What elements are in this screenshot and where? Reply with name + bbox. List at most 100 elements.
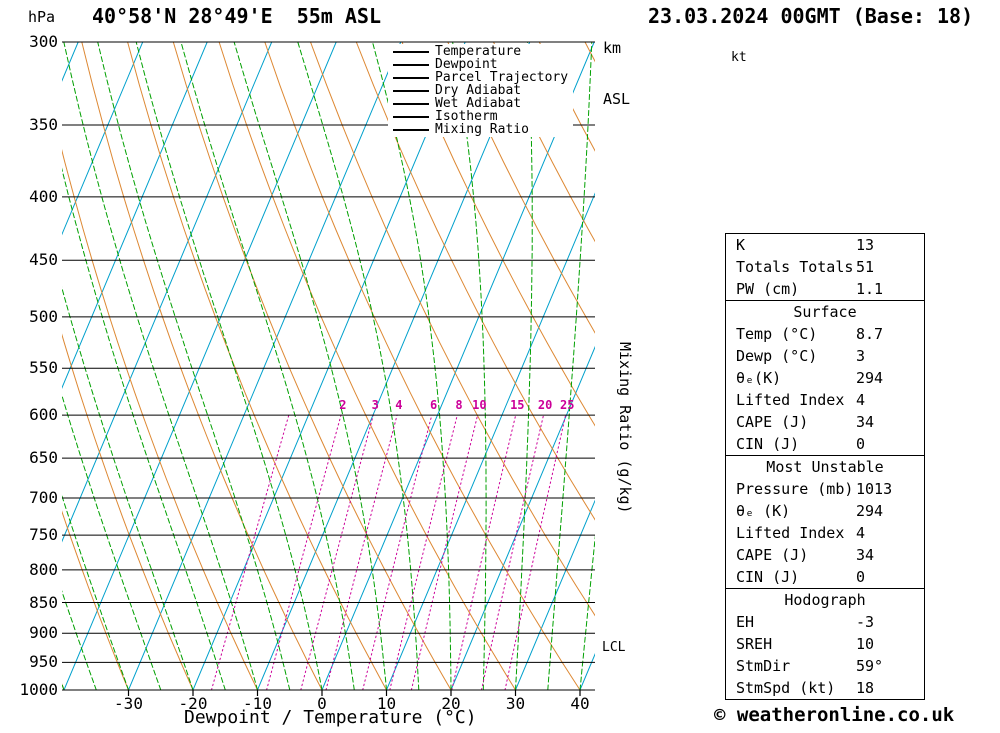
table-row: Temp (°C) 8.7	[726, 323, 924, 345]
dry-adiabat-line	[62, 510, 129, 690]
dry-adiabat-line	[218, 42, 516, 690]
dry-adiabat-line	[172, 42, 452, 690]
isotherm-line	[321, 42, 595, 690]
legend: Temperature Dewpoint Parcel Trajectory D…	[388, 44, 574, 137]
legend-item-dry-adiabat: Dry Adiabat	[393, 83, 568, 98]
wet-adiabat-line	[97, 42, 291, 690]
table-row: Dewp (°C) 3	[726, 345, 924, 367]
row-label: Totals Totals	[736, 258, 854, 276]
pressure-tick-label: 350	[29, 114, 58, 134]
temp-tick-label: -20	[178, 694, 208, 713]
legend-item-dewpoint: Dewpoint	[393, 57, 568, 72]
section-title: Surface	[793, 303, 857, 321]
isotherm-line	[63, 42, 337, 690]
table-row: Lifted Index 4	[726, 522, 924, 544]
isotherm-line	[386, 192, 595, 690]
table-row: CIN (J) 0	[726, 566, 924, 588]
legend-label: Parcel Trajectory	[435, 70, 569, 85]
section-title: Most Unstable	[766, 458, 884, 476]
isotherm-line	[0, 42, 14, 690]
row-value: 1013	[856, 480, 893, 498]
row-label: CAPE (J)	[736, 413, 809, 431]
row-label: CIN (J)	[736, 435, 800, 453]
table-row: CIN (J) 0	[726, 433, 924, 455]
legend-label: Temperature	[435, 44, 522, 59]
legend-label: Isotherm	[435, 109, 498, 124]
isotherm-line	[62, 42, 273, 543]
pressure-tick-label: 800	[29, 559, 58, 579]
row-value: 3	[856, 347, 866, 365]
mixing-ratio-label: 25	[559, 398, 575, 412]
table-section-surface: Surface Temp (°C) 8.7 Dewp (°C) 3 θₑ(K) 294…	[726, 300, 924, 455]
wet-adiabat-line	[63, 42, 258, 690]
pressure-tick-label: 700	[29, 488, 58, 508]
dry-adiabat-line	[310, 42, 595, 617]
mixing-ratio-line-sample	[393, 128, 429, 131]
parcel-line-sample	[393, 76, 429, 79]
pressure-tick-label: 500	[29, 306, 58, 326]
run-datetime: 23.03.2024 00GMT (Base: 18)	[648, 4, 974, 28]
dewpoint-line-sample	[393, 63, 429, 66]
row-label: θₑ(K)	[736, 369, 782, 387]
row-label: StmSpd (kt)	[736, 679, 836, 697]
dry-adiabat-line	[355, 42, 595, 521]
row-label: Temp (°C)	[736, 325, 818, 343]
pressure-tick-label: 750	[29, 525, 58, 545]
row-value: 0	[856, 435, 866, 453]
table-row: Lifted Index 4	[726, 389, 924, 411]
table-row: SREH 10	[726, 633, 924, 655]
isotherm-line	[62, 42, 144, 236]
table-row: θₑ (K) 294	[726, 500, 924, 522]
table-row: StmDir 59°	[726, 655, 924, 677]
wet-adiabat-line	[62, 167, 226, 690]
mixing-ratio-label: 4	[395, 398, 403, 412]
temperature-line-sample	[393, 50, 429, 53]
pressure-grid	[62, 41, 595, 696]
mixing-ratio-label: 10	[472, 398, 487, 412]
mixing-ratio-line	[325, 414, 398, 690]
mixing-ratio-label: 6	[429, 398, 438, 412]
legend-item-parcel: Parcel Trajectory	[393, 70, 569, 85]
row-value: -3	[856, 613, 875, 631]
legend-item-temperature: Temperature	[393, 44, 568, 59]
temp-tick-label: 40	[570, 694, 590, 713]
mixing-ratio-line	[389, 414, 458, 690]
dry-adiabat-line	[264, 42, 581, 690]
row-value: 34	[856, 413, 875, 431]
row-label: StmDir	[736, 657, 791, 675]
row-value: 4	[856, 524, 866, 542]
mixing-ratio-line	[504, 414, 567, 690]
legend-item-mixing-ratio: Mixing Ratio	[393, 122, 568, 137]
pressure-tick-label: 550	[29, 358, 58, 378]
wet-adiabat-line-sample	[393, 102, 429, 105]
row-value: 294	[856, 502, 884, 520]
row-value: 51	[856, 258, 875, 276]
row-label: K	[736, 236, 746, 254]
pressure-axis-unit: hPa	[28, 8, 56, 26]
pressure-tick-label: 450	[29, 250, 58, 270]
x-axis-title: Dewpoint / Temperature (°C)	[184, 707, 477, 728]
table-row: Pressure (mb) 1013	[726, 478, 924, 500]
km-asl-axis-label: km ASL	[603, 6, 639, 142]
row-label: Dewp (°C)	[736, 347, 818, 365]
mixing-ratio-label: 3	[371, 398, 379, 412]
temp-tick-label: -10	[243, 694, 272, 713]
row-value: 18	[856, 679, 875, 697]
hodograph-unit-label: kt	[731, 50, 747, 65]
row-value: 59°	[856, 657, 884, 675]
table-section-indices: K 13 Totals Totals 51 PW (cm) 1.1	[726, 234, 924, 300]
temp-tick-label: -30	[114, 694, 143, 713]
table-row: K 13	[726, 234, 924, 256]
mixing-ratio-line	[266, 414, 342, 690]
wet-adiabat-line	[135, 42, 323, 690]
wet-adiabat-line	[180, 42, 355, 690]
pressure-tick-label: 400	[29, 186, 58, 206]
mixing-ratio-line	[211, 414, 290, 690]
wet-adiabat-line	[297, 42, 420, 690]
row-value: 1.1	[856, 280, 884, 298]
isotherm-line	[515, 499, 595, 690]
temp-tick-label: 0	[317, 694, 327, 713]
wet-adiabat-line	[515, 42, 533, 690]
isotherm-line	[450, 345, 595, 690]
wet-adiabat-line	[579, 534, 595, 690]
